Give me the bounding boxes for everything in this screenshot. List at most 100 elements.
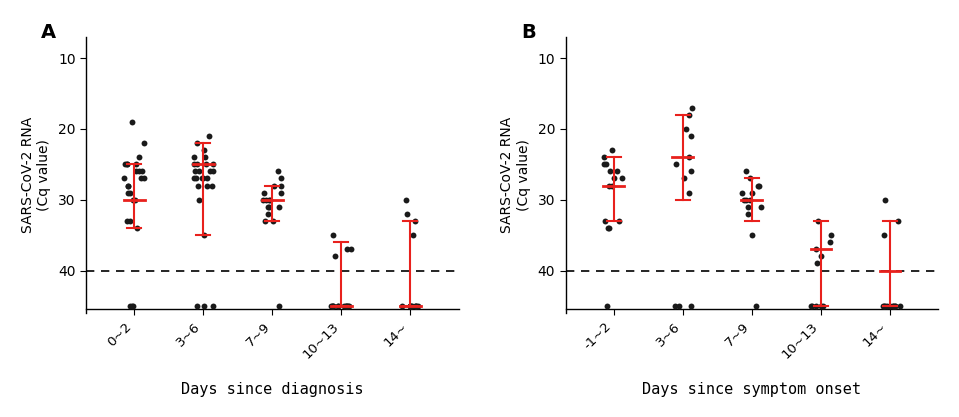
Point	[823, 232, 838, 239]
Point	[187, 168, 202, 175]
Point	[877, 196, 893, 203]
Point	[744, 232, 760, 239]
Point	[186, 175, 201, 182]
Text: B: B	[521, 23, 535, 42]
Point	[258, 196, 273, 203]
Point	[337, 303, 352, 309]
Point	[323, 303, 339, 309]
Point	[667, 303, 683, 309]
Y-axis label: SARS-CoV-2 RNA
(Cq value): SARS-CoV-2 RNA (Cq value)	[21, 117, 51, 233]
Point	[192, 196, 207, 203]
Point	[877, 303, 892, 309]
Point	[804, 303, 819, 309]
Point	[124, 303, 139, 309]
Point	[260, 203, 275, 210]
Point	[886, 303, 901, 309]
Point	[270, 168, 286, 175]
Point	[199, 175, 215, 182]
Point	[408, 303, 423, 309]
Point	[605, 147, 620, 153]
Point	[123, 303, 138, 309]
Point	[260, 211, 275, 217]
Point	[602, 225, 618, 231]
Point	[118, 161, 133, 168]
Point	[738, 196, 754, 203]
Point	[188, 175, 203, 182]
Point	[126, 303, 141, 309]
Point	[601, 182, 617, 189]
Point	[402, 303, 417, 309]
Point	[339, 303, 354, 309]
Point	[882, 303, 898, 309]
Point	[191, 182, 206, 189]
Point	[326, 303, 341, 309]
Point	[403, 303, 418, 309]
Point	[682, 111, 697, 118]
Point	[596, 154, 612, 161]
Point	[198, 161, 213, 168]
Point	[261, 196, 276, 203]
Point	[740, 203, 756, 210]
X-axis label: Days since diagnosis: Days since diagnosis	[181, 382, 363, 397]
Point	[196, 232, 211, 239]
Point	[815, 303, 830, 309]
Point	[131, 154, 147, 161]
Point	[684, 303, 699, 309]
Point	[123, 218, 138, 224]
X-axis label: Days since symptom onset: Days since symptom onset	[643, 382, 861, 397]
Point	[120, 189, 135, 196]
Point	[813, 303, 829, 309]
Point	[683, 133, 698, 139]
Point	[887, 303, 902, 309]
Point	[808, 246, 824, 253]
Point	[198, 154, 213, 161]
Point	[128, 196, 143, 203]
Point	[885, 303, 901, 309]
Point	[888, 303, 903, 309]
Point	[187, 161, 202, 168]
Point	[338, 303, 353, 309]
Point	[126, 196, 141, 203]
Point	[879, 303, 895, 309]
Point	[399, 196, 414, 203]
Point	[740, 211, 756, 217]
Point	[754, 203, 769, 210]
Point	[410, 303, 426, 309]
Point	[186, 154, 201, 161]
Point	[255, 196, 270, 203]
Point	[273, 189, 289, 196]
Point	[325, 303, 340, 309]
Point	[257, 218, 272, 224]
Point	[189, 303, 204, 309]
Point	[751, 182, 766, 189]
Point	[271, 303, 287, 309]
Text: A: A	[41, 23, 57, 42]
Point	[121, 182, 136, 189]
Point	[599, 303, 615, 309]
Point	[809, 260, 825, 267]
Point	[202, 168, 218, 175]
Point	[117, 175, 132, 182]
Point	[684, 168, 699, 175]
Point	[136, 140, 152, 146]
Point	[813, 253, 829, 260]
Point	[189, 161, 204, 168]
Point	[199, 182, 215, 189]
Point	[123, 189, 138, 196]
Point	[131, 168, 147, 175]
Point	[339, 303, 355, 309]
Point	[205, 303, 221, 309]
Point	[331, 303, 346, 309]
Point	[205, 168, 221, 175]
Point	[325, 303, 340, 309]
Point	[804, 303, 819, 309]
Point	[190, 140, 205, 146]
Y-axis label: SARS-CoV-2 RNA
(Cq value): SARS-CoV-2 RNA (Cq value)	[501, 117, 530, 233]
Point	[737, 196, 752, 203]
Point	[124, 118, 139, 125]
Point	[195, 175, 210, 182]
Point	[267, 182, 282, 189]
Point	[877, 303, 892, 309]
Point	[204, 182, 220, 189]
Point	[330, 303, 345, 309]
